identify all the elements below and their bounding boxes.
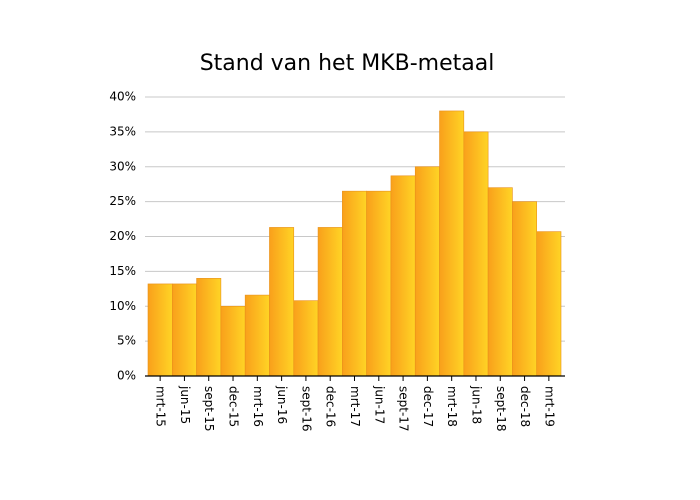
x-tick-label: sept-17 bbox=[397, 386, 411, 432]
bar bbox=[366, 190, 392, 377]
bar bbox=[196, 278, 222, 377]
y-tick-label: 30% bbox=[109, 159, 136, 173]
bar bbox=[171, 283, 197, 377]
bar bbox=[269, 227, 295, 377]
y-tick-label: 10% bbox=[109, 299, 136, 313]
x-tick-label: mrt-17 bbox=[348, 386, 362, 427]
bar bbox=[487, 187, 513, 377]
x-tick-label: jun-18 bbox=[469, 385, 483, 424]
y-tick-label: 0% bbox=[117, 369, 136, 383]
bar bbox=[439, 110, 465, 377]
y-tick-label: 25% bbox=[109, 194, 136, 208]
x-tick-label: dec-15 bbox=[227, 386, 241, 427]
chart-title: Stand van het MKB-metaal bbox=[200, 51, 495, 76]
x-tick-label: mrt-18 bbox=[445, 386, 459, 427]
bar bbox=[293, 300, 319, 377]
y-tick-label: 15% bbox=[109, 264, 136, 278]
y-tick-label: 35% bbox=[109, 124, 136, 138]
bar bbox=[317, 227, 343, 377]
x-tick-label: dec-18 bbox=[518, 386, 532, 427]
y-tick-label: 5% bbox=[117, 334, 136, 348]
x-tick-label: dec-17 bbox=[421, 386, 435, 427]
x-tick-label: jun-17 bbox=[372, 385, 386, 424]
x-tick-label: sept-16 bbox=[299, 386, 313, 432]
bar bbox=[536, 231, 562, 377]
bar bbox=[390, 175, 416, 377]
x-tick-label: mrt-15 bbox=[154, 386, 168, 427]
x-tick-label: mrt-16 bbox=[251, 386, 265, 427]
x-tick-label: sept-18 bbox=[494, 386, 508, 432]
bar bbox=[220, 305, 246, 377]
bar bbox=[342, 190, 367, 377]
bar bbox=[244, 294, 270, 377]
x-tick-label: dec-16 bbox=[324, 386, 338, 427]
x-tick-label: jun-15 bbox=[178, 385, 192, 424]
x-tick-label: mrt-19 bbox=[542, 386, 556, 427]
bar bbox=[414, 166, 440, 377]
y-tick-label: 20% bbox=[109, 229, 136, 243]
bar bbox=[512, 201, 538, 377]
bar bbox=[463, 131, 489, 377]
y-tick-label: 40% bbox=[109, 90, 136, 104]
x-tick-label: sept-15 bbox=[202, 386, 216, 432]
x-tick-label: jun-16 bbox=[275, 385, 289, 424]
bar bbox=[147, 283, 173, 377]
